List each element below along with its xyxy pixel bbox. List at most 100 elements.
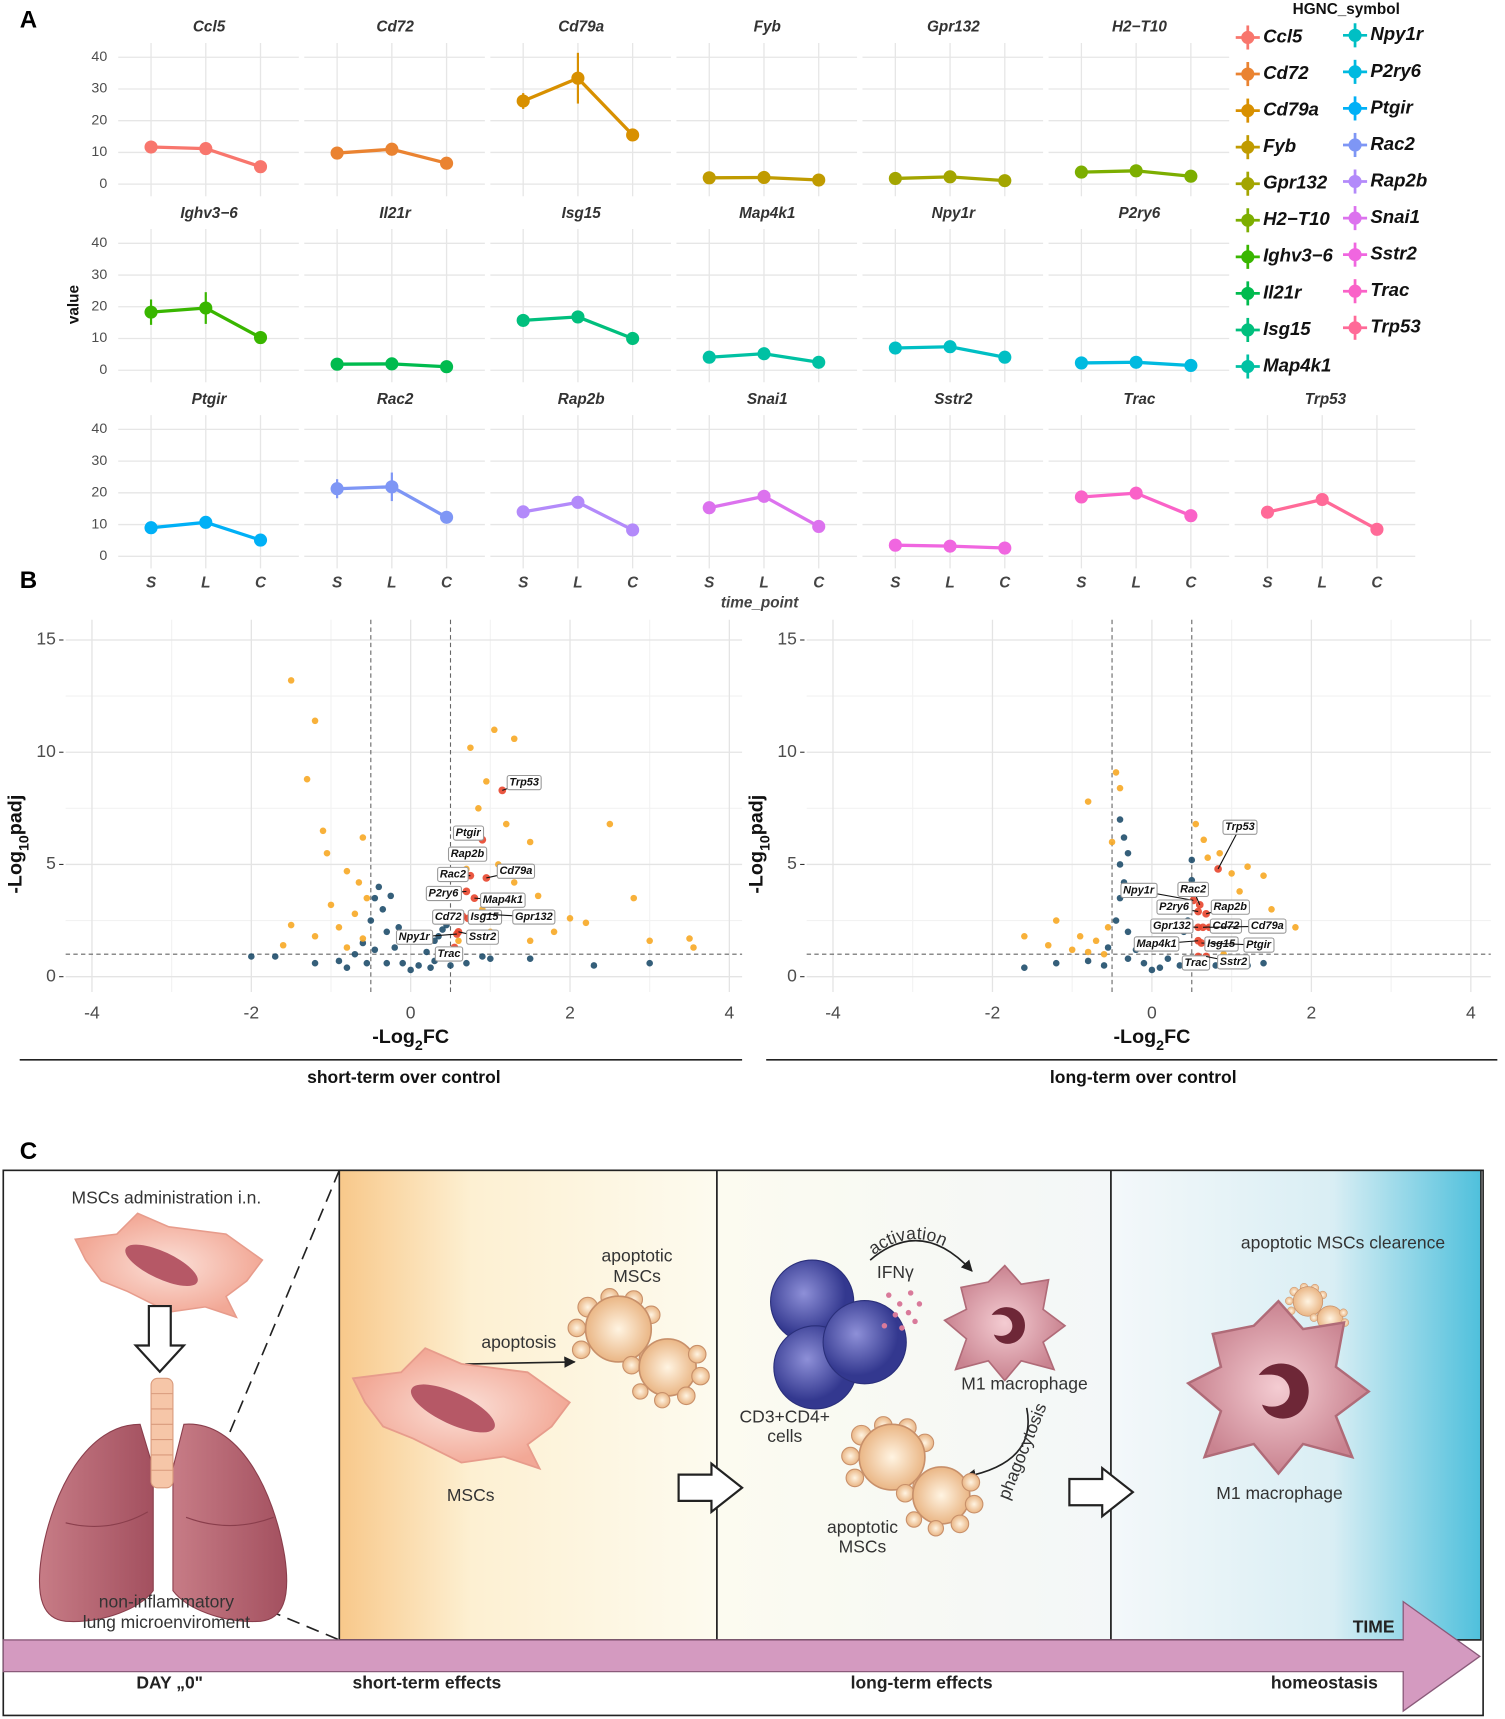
label-box bbox=[434, 946, 464, 962]
gene-label: Cd72 bbox=[1213, 920, 1240, 932]
point bbox=[1260, 959, 1267, 967]
point bbox=[686, 935, 693, 942]
diagram-text: CD3+CD4+ bbox=[740, 1406, 830, 1426]
facet-title: Map4k1 bbox=[739, 205, 795, 222]
y-tick-label: 0 bbox=[46, 965, 56, 985]
label-box bbox=[425, 885, 462, 902]
point bbox=[1074, 165, 1088, 179]
point bbox=[367, 917, 375, 924]
point bbox=[371, 946, 379, 954]
point bbox=[199, 515, 213, 529]
point bbox=[407, 966, 414, 974]
facet-title: Ighv3−6 bbox=[180, 205, 238, 222]
gene-label: Trp53 bbox=[509, 777, 539, 789]
point bbox=[1044, 941, 1052, 949]
y-tick-label: 0 bbox=[787, 965, 797, 985]
point bbox=[888, 538, 902, 552]
point bbox=[487, 955, 494, 963]
legend-swatch bbox=[1241, 67, 1255, 81]
point bbox=[1204, 854, 1212, 861]
point bbox=[363, 894, 371, 902]
point bbox=[253, 160, 268, 174]
point bbox=[1100, 962, 1108, 969]
point bbox=[1092, 937, 1100, 945]
point bbox=[343, 867, 351, 875]
point bbox=[1129, 486, 1143, 500]
point bbox=[1292, 924, 1299, 931]
point bbox=[1116, 816, 1124, 823]
point bbox=[1100, 950, 1108, 958]
point bbox=[702, 501, 716, 515]
axis-label-part: 10 bbox=[757, 835, 773, 851]
point bbox=[440, 360, 454, 374]
y-tick-label: 15 bbox=[777, 629, 796, 649]
point bbox=[1124, 955, 1132, 963]
label-box bbox=[496, 863, 536, 879]
x-tick-label: L bbox=[1131, 575, 1140, 592]
x-tick-label: S bbox=[1262, 575, 1273, 592]
legend-label: Ptgir bbox=[1370, 96, 1414, 117]
gene-label: Isg15 bbox=[470, 911, 499, 923]
gene-label: P2ry6 bbox=[429, 887, 460, 899]
y-tick-label: 0 bbox=[99, 176, 107, 192]
facet-title: Rap2b bbox=[558, 391, 605, 408]
legend-label: P2ry6 bbox=[1370, 60, 1421, 81]
point bbox=[144, 140, 158, 154]
diagram: MSCs administration i.n. non-inflammator… bbox=[2, 1169, 1484, 1717]
gene-label: Trac bbox=[1185, 957, 1208, 969]
point bbox=[1188, 856, 1196, 864]
stage-label: short-term effects bbox=[352, 1672, 501, 1692]
legend-swatch bbox=[1241, 250, 1255, 264]
point bbox=[343, 944, 351, 951]
gene-label: Sstr2 bbox=[469, 931, 496, 943]
gene-label: Rap2b bbox=[1213, 901, 1247, 913]
point bbox=[690, 944, 697, 951]
y-tick-label: 5 bbox=[46, 853, 56, 873]
point bbox=[626, 128, 640, 142]
point bbox=[582, 919, 590, 927]
facet-title: Il21r bbox=[379, 205, 412, 222]
legend-swatch bbox=[1348, 211, 1362, 225]
x-tick-label: -4 bbox=[84, 1002, 100, 1022]
label-box bbox=[512, 909, 556, 925]
x-tick-label: -2 bbox=[244, 1002, 260, 1022]
point bbox=[534, 892, 542, 900]
label-box bbox=[466, 929, 499, 945]
point bbox=[440, 510, 454, 524]
panel-label: C bbox=[20, 1138, 37, 1165]
legend-label: H2−T10 bbox=[1263, 208, 1330, 229]
x-tick-label: C bbox=[255, 575, 267, 592]
y-tick-label: 0 bbox=[99, 548, 107, 564]
point bbox=[199, 301, 213, 315]
point bbox=[359, 935, 367, 942]
point bbox=[510, 735, 518, 743]
gene-label: Rac2 bbox=[1180, 883, 1206, 895]
y-tick-label: 40 bbox=[91, 235, 107, 251]
legend-swatch bbox=[1241, 30, 1255, 45]
point bbox=[439, 926, 446, 933]
x-tick-label: S bbox=[146, 575, 157, 592]
diagram-text: MSCs bbox=[447, 1485, 495, 1505]
point bbox=[1184, 169, 1198, 183]
facet-title: Trac bbox=[1123, 391, 1156, 408]
point bbox=[1268, 906, 1275, 913]
x-tick-label: L bbox=[1318, 575, 1327, 592]
point bbox=[311, 717, 319, 725]
point bbox=[330, 357, 344, 371]
legend-swatch bbox=[1348, 101, 1362, 115]
point bbox=[253, 330, 268, 345]
label-box bbox=[395, 929, 434, 945]
x-tick-label: C bbox=[627, 575, 639, 592]
point bbox=[475, 805, 482, 812]
x-axis-label: -Log2FC bbox=[372, 1026, 449, 1054]
point bbox=[383, 928, 391, 936]
diagram-text: cells bbox=[767, 1426, 802, 1446]
x-tick-label: C bbox=[813, 575, 825, 592]
point bbox=[1112, 769, 1120, 776]
point bbox=[571, 495, 585, 509]
point bbox=[1124, 928, 1132, 936]
facet-title: Cd79a bbox=[558, 19, 604, 36]
y-tick-label: 30 bbox=[91, 453, 107, 469]
gene-label: Cd79a bbox=[1251, 920, 1284, 932]
